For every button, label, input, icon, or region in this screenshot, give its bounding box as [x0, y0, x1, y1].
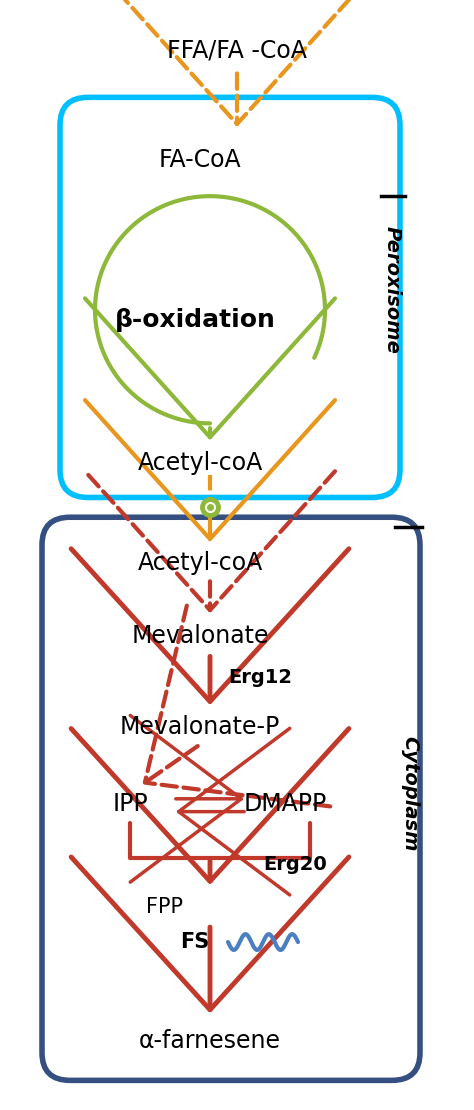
Text: Mevalonate-P: Mevalonate-P — [120, 715, 280, 738]
Text: IPP: IPP — [112, 791, 148, 816]
Text: Peroxisome: Peroxisome — [383, 226, 401, 354]
Text: Erg12: Erg12 — [228, 668, 292, 687]
Text: β-oxidation: β-oxidation — [115, 307, 275, 332]
Text: FFA/FA -CoA: FFA/FA -CoA — [167, 39, 307, 63]
Text: DMAPP: DMAPP — [243, 791, 327, 816]
Text: FS: FS — [181, 932, 210, 952]
Text: Acetyl-coA: Acetyl-coA — [137, 551, 263, 575]
Text: Erg20: Erg20 — [263, 856, 327, 875]
Text: Mevalonate: Mevalonate — [131, 624, 269, 648]
Text: Acetyl-coA: Acetyl-coA — [137, 451, 263, 475]
Text: FPP: FPP — [146, 898, 183, 918]
Text: α-farnesene: α-farnesene — [139, 1029, 281, 1053]
Text: Cytoplasm: Cytoplasm — [401, 736, 419, 851]
Text: FA-CoA: FA-CoA — [159, 148, 241, 172]
